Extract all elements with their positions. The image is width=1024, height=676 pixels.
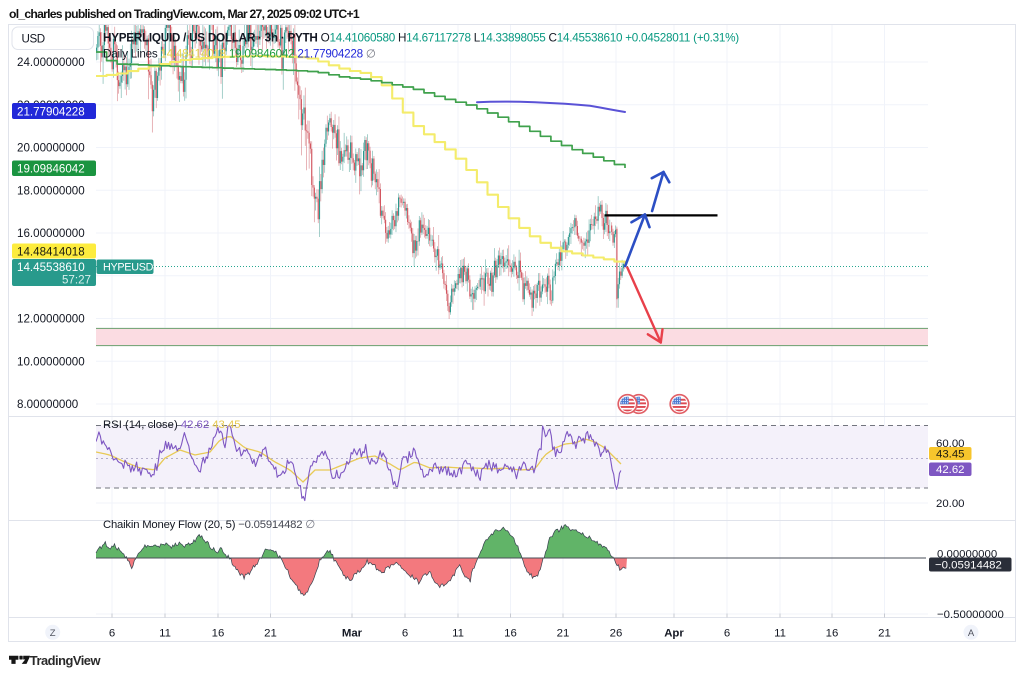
svg-text:TradingView: TradingView bbox=[30, 653, 102, 668]
svg-text:Chaikin Money Flow (20, 5) −0: Chaikin Money Flow (20, 5) −0.05914482 ∅ bbox=[103, 519, 315, 531]
svg-text:−0.05914482: −0.05914482 bbox=[935, 560, 1002, 572]
svg-text:57:27: 57:27 bbox=[62, 274, 91, 287]
svg-text:Daily Lines 14.48414018 19.0: Daily Lines 14.48414018 19.09846042 21.7… bbox=[103, 48, 376, 61]
svg-text:11: 11 bbox=[452, 627, 464, 639]
svg-text:−0.50000000: −0.50000000 bbox=[937, 609, 1004, 621]
svg-text:16.00000000: 16.00000000 bbox=[17, 227, 85, 240]
svg-text:HYPEUSD: HYPEUSD bbox=[103, 261, 154, 273]
svg-text:21: 21 bbox=[878, 627, 891, 639]
svg-text:21: 21 bbox=[264, 627, 277, 639]
svg-text:18.00000000: 18.00000000 bbox=[17, 185, 85, 198]
svg-text:42.62: 42.62 bbox=[936, 464, 965, 476]
svg-text:RSI (14, close) 42.62 43.45: RSI (14, close) 42.62 43.45 bbox=[103, 419, 241, 431]
svg-text:11: 11 bbox=[774, 627, 786, 639]
svg-text:16: 16 bbox=[504, 627, 517, 639]
svg-text:8.00000000: 8.00000000 bbox=[17, 398, 78, 411]
svg-text:60.00: 60.00 bbox=[936, 438, 965, 450]
svg-text:11: 11 bbox=[159, 627, 171, 639]
svg-text:21.77904228: 21.77904228 bbox=[17, 105, 85, 118]
svg-text:HYPERLIQUID / US DOLLAR · 3h ·: HYPERLIQUID / US DOLLAR · 3h · PYTH O14.… bbox=[103, 32, 739, 45]
svg-text:Apr: Apr bbox=[664, 627, 684, 639]
svg-text:6: 6 bbox=[724, 627, 730, 639]
svg-text:43.45: 43.45 bbox=[936, 448, 965, 460]
svg-text:19.09846042: 19.09846042 bbox=[17, 163, 85, 176]
svg-text:6: 6 bbox=[402, 627, 408, 639]
svg-text:16: 16 bbox=[212, 627, 225, 639]
svg-text:14.45538610: 14.45538610 bbox=[17, 261, 85, 274]
svg-text:12.00000000: 12.00000000 bbox=[17, 313, 85, 326]
svg-text:20.00000000: 20.00000000 bbox=[17, 142, 85, 155]
svg-text:6: 6 bbox=[109, 627, 115, 639]
svg-text:20.00: 20.00 bbox=[936, 498, 965, 510]
svg-text:ol_charles published on Tradin: ol_charles published on TradingView.com,… bbox=[9, 7, 360, 21]
svg-text:21: 21 bbox=[557, 627, 570, 639]
svg-text:0.00000000: 0.00000000 bbox=[937, 548, 997, 560]
svg-text:Mar: Mar bbox=[342, 627, 363, 639]
svg-text:24.00000000: 24.00000000 bbox=[17, 56, 85, 69]
svg-text:A: A bbox=[968, 628, 975, 639]
svg-text:Z: Z bbox=[50, 628, 56, 639]
svg-text:26: 26 bbox=[610, 627, 623, 639]
svg-text:16: 16 bbox=[826, 627, 839, 639]
svg-text:10.00000000: 10.00000000 bbox=[17, 355, 85, 368]
svg-text:USD: USD bbox=[22, 33, 45, 46]
svg-text:14.48414018: 14.48414018 bbox=[17, 245, 85, 258]
